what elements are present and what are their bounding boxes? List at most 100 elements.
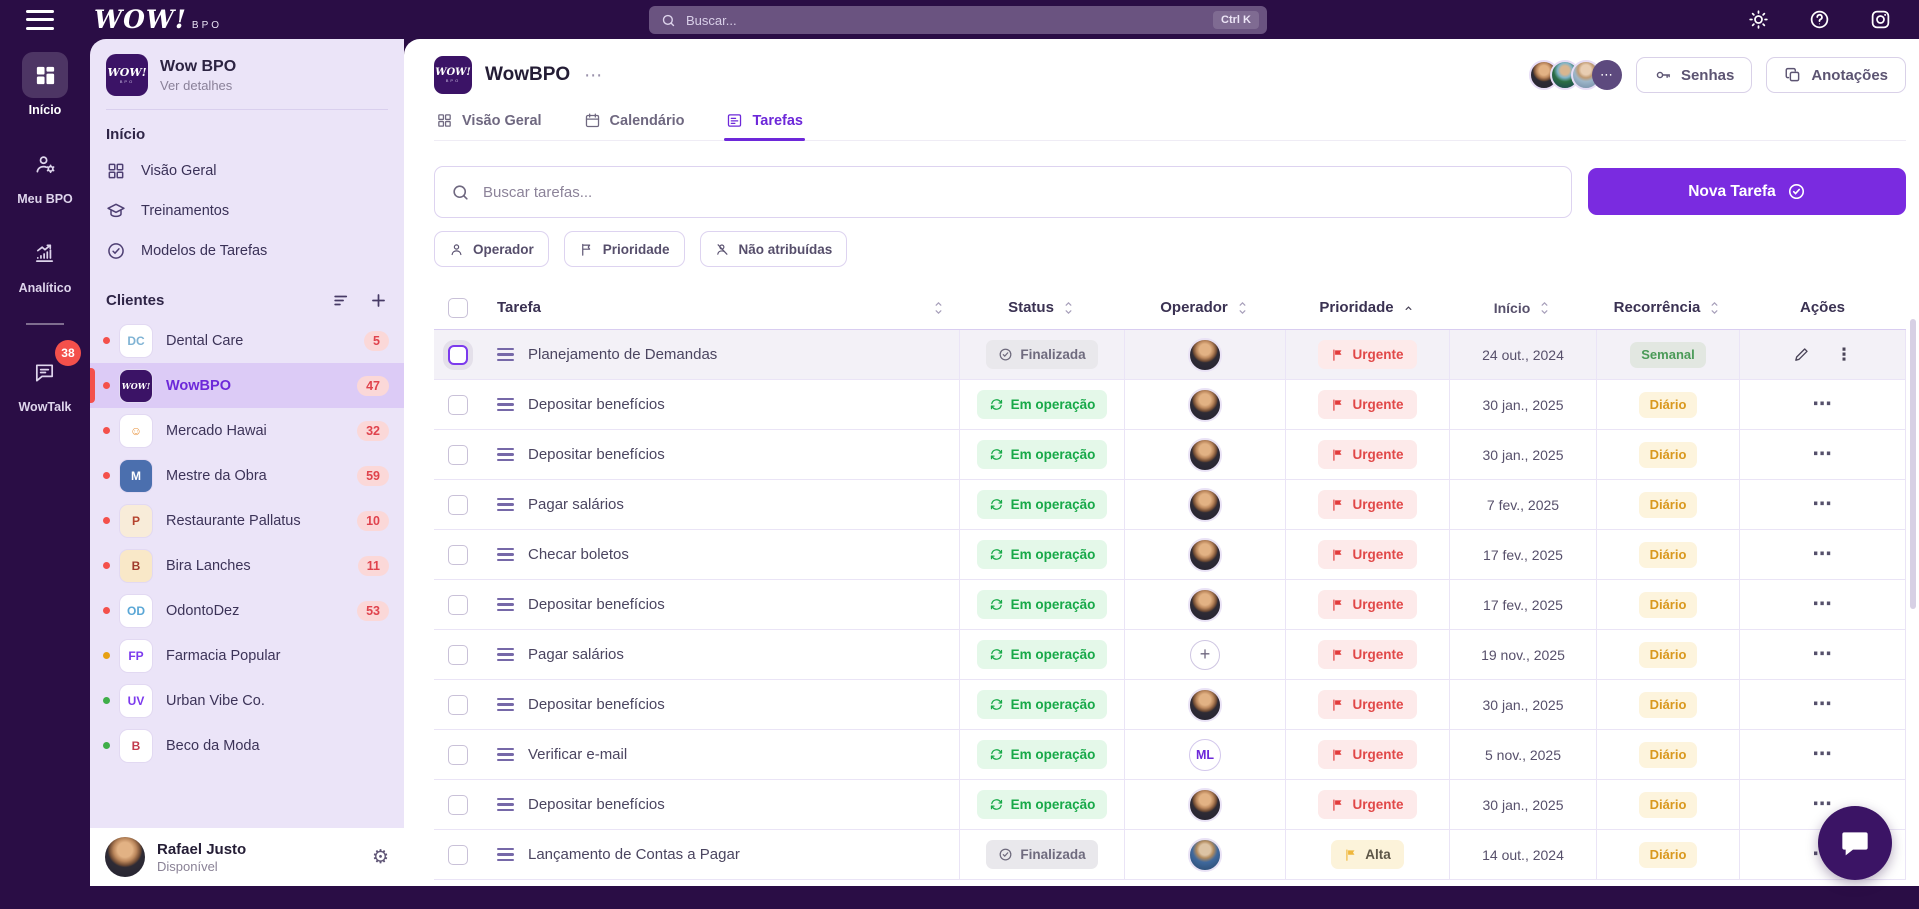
user-avatar[interactable] [105, 837, 145, 877]
operator-avatar[interactable] [1188, 837, 1222, 872]
rail-item-wowtalk[interactable]: 38 WowTalk [18, 340, 81, 414]
row-checkbox[interactable] [448, 844, 468, 865]
chat-fab-button[interactable] [1818, 806, 1892, 880]
add-client-icon[interactable] [369, 291, 388, 310]
sidebar-client-item[interactable]: FP Farmacia Popular [90, 633, 404, 678]
sidebar-item-visao-geral[interactable]: Visão Geral [90, 151, 404, 191]
edit-pencil-icon[interactable] [1793, 346, 1810, 363]
task-search-input[interactable]: Buscar tarefas... [434, 166, 1572, 218]
row-checkbox[interactable] [448, 394, 468, 415]
operator-initials[interactable]: ML [1189, 738, 1221, 771]
row-menu-icon[interactable]: ⋯ [1812, 394, 1833, 415]
sort-asc-icon[interactable] [1402, 300, 1415, 316]
org-details-link[interactable]: Ver detalhes [160, 77, 233, 93]
table-row[interactable]: Lançamento de Contas a Pagar Finalizada … [434, 830, 1906, 880]
rail-item-inicio[interactable]: Início [22, 52, 68, 117]
tab-visao-geral[interactable]: Visão Geral [434, 106, 544, 140]
scrollbar-thumb[interactable] [1910, 319, 1916, 609]
sort-icon[interactable] [1538, 300, 1551, 316]
sidebar-item-modelos-de-tarefas[interactable]: Modelos de Tarefas [90, 231, 404, 271]
operator-avatar[interactable] [1188, 687, 1222, 722]
row-checkbox[interactable] [448, 494, 468, 515]
sidebar-item-treinamentos[interactable]: Treinamentos [90, 191, 404, 231]
sort-icon[interactable] [932, 300, 945, 316]
new-task-button[interactable]: Nova Tarefa [1588, 168, 1906, 215]
select-all-checkbox[interactable] [448, 297, 468, 318]
drag-handle-icon[interactable] [497, 447, 514, 462]
row-menu-icon[interactable]: ⋯ [1812, 744, 1833, 765]
row-checkbox[interactable] [448, 444, 468, 465]
avatar-overflow-button[interactable]: ⋯ [1591, 60, 1622, 90]
row-menu-icon[interactable]: ⋯ [1812, 644, 1833, 665]
task-name[interactable]: Depositar benefícios [528, 796, 665, 813]
hamburger-menu-icon[interactable] [26, 9, 54, 30]
tab-tarefas[interactable]: Tarefas [724, 106, 805, 141]
drag-handle-icon[interactable] [497, 597, 514, 612]
org-card[interactable]: WOW! BPO Wow BPO Ver detalhes [90, 39, 404, 109]
help-icon[interactable] [1809, 9, 1830, 30]
row-menu-icon[interactable]: ⋯ [1812, 494, 1833, 515]
task-name[interactable]: Planejamento de Demandas [528, 346, 718, 363]
row-menu-icon[interactable]: ⋯ [1812, 594, 1833, 615]
drag-handle-icon[interactable] [497, 697, 514, 712]
operator-avatar[interactable] [1188, 537, 1222, 572]
table-row[interactable]: Checar boletos Em operação + [434, 530, 1906, 580]
task-name[interactable]: Lançamento de Contas a Pagar [528, 846, 740, 863]
assign-operator-button[interactable]: + [1190, 639, 1220, 670]
row-menu-icon[interactable]: ⋯ [1812, 694, 1833, 715]
row-checkbox[interactable] [448, 344, 468, 365]
table-row[interactable]: Depositar benefícios Em operação + [434, 430, 1906, 480]
row-menu-icon[interactable]: ⋯ [1812, 794, 1833, 815]
theme-toggle-icon[interactable] [1748, 9, 1769, 30]
sidebar-client-item[interactable]: ☺ Mercado Hawai 32 [90, 408, 404, 453]
task-name[interactable]: Pagar salários [528, 646, 624, 663]
member-avatar-stack[interactable]: ⋯ [1528, 60, 1622, 90]
row-checkbox[interactable] [448, 744, 468, 765]
table-row[interactable]: Pagar salários Em operação + [434, 480, 1906, 530]
row-checkbox[interactable] [448, 694, 468, 715]
operator-avatar[interactable] [1188, 387, 1222, 422]
drag-handle-icon[interactable] [497, 647, 514, 662]
instagram-icon[interactable] [1870, 9, 1891, 30]
drag-handle-icon[interactable] [497, 797, 514, 812]
table-row[interactable]: Pagar salários Em operação + [434, 630, 1906, 680]
sort-icon[interactable] [1236, 300, 1249, 316]
sidebar-client-item[interactable]: B Beco da Moda [90, 723, 404, 768]
rail-item-analitico[interactable]: Analítico [19, 230, 71, 295]
task-name[interactable]: Verificar e-mail [528, 746, 628, 763]
task-name[interactable]: Depositar benefícios [528, 696, 665, 713]
operator-avatar[interactable] [1188, 337, 1222, 372]
notes-button[interactable]: Anotações [1766, 57, 1906, 93]
operator-avatar[interactable] [1188, 587, 1222, 622]
table-row[interactable]: Planejamento de Demandas Finalizada + [434, 330, 1906, 380]
sidebar-client-item[interactable]: WOW! WowBPO 47 [90, 363, 404, 408]
table-row[interactable]: Verificar e-mail Em operação + [434, 730, 1906, 780]
task-name[interactable]: Depositar benefícios [528, 596, 665, 613]
passwords-button[interactable]: Senhas [1635, 57, 1753, 93]
drag-handle-icon[interactable] [497, 847, 514, 862]
table-scrollbar[interactable] [1910, 319, 1916, 909]
sidebar-client-item[interactable]: M Mestre da Obra 59 [90, 453, 404, 498]
tab-calendario[interactable]: Calendário [582, 106, 687, 140]
table-row[interactable]: Depositar benefícios Em operação + [434, 380, 1906, 430]
row-checkbox[interactable] [448, 594, 468, 615]
row-menu-icon[interactable]: ⋮ [1835, 344, 1853, 364]
row-checkbox[interactable] [448, 794, 468, 815]
sort-icon[interactable] [1708, 300, 1721, 316]
drag-handle-icon[interactable] [497, 747, 514, 762]
filter-unassigned-chip[interactable]: Não atribuídas [699, 231, 848, 267]
row-menu-icon[interactable]: ⋯ [1812, 444, 1833, 465]
table-row[interactable]: Depositar benefícios Em operação + [434, 680, 1906, 730]
table-row[interactable]: Depositar benefícios Em operação + [434, 780, 1906, 830]
sidebar-client-item[interactable]: DC Dental Care 5 [90, 318, 404, 363]
filter-operator-chip[interactable]: Operador [434, 231, 549, 267]
task-name[interactable]: Pagar salários [528, 496, 624, 513]
settings-gear-icon[interactable]: ⚙ [371, 846, 389, 868]
operator-avatar[interactable] [1188, 437, 1222, 472]
operator-avatar[interactable] [1188, 487, 1222, 522]
sidebar-client-item[interactable]: OD OdontoDez 53 [90, 588, 404, 633]
sidebar-client-item[interactable]: UV Urban Vibe Co. [90, 678, 404, 723]
rail-item-meu-bpo[interactable]: Meu BPO [17, 141, 73, 206]
drag-handle-icon[interactable] [497, 397, 514, 412]
row-checkbox[interactable] [448, 644, 468, 665]
